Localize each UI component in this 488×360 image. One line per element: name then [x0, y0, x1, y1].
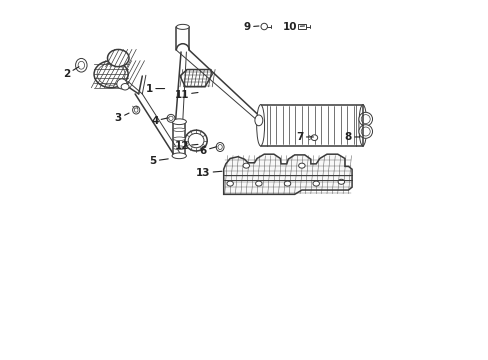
Text: 8: 8 [344, 132, 359, 142]
Text: 12: 12 [174, 141, 198, 151]
Ellipse shape [107, 49, 129, 67]
Ellipse shape [167, 114, 175, 122]
Ellipse shape [94, 61, 128, 87]
Ellipse shape [312, 181, 319, 186]
Text: 10: 10 [283, 22, 304, 32]
Ellipse shape [132, 106, 140, 114]
Ellipse shape [226, 181, 233, 186]
Text: 11: 11 [174, 90, 198, 100]
Ellipse shape [173, 137, 185, 140]
Polygon shape [298, 24, 305, 30]
Ellipse shape [78, 61, 84, 69]
Ellipse shape [184, 130, 207, 151]
Text: 2: 2 [63, 67, 79, 79]
Text: 5: 5 [149, 156, 168, 166]
Ellipse shape [117, 79, 126, 89]
Text: 4: 4 [151, 116, 168, 126]
Ellipse shape [284, 181, 290, 186]
Ellipse shape [298, 163, 305, 168]
Ellipse shape [361, 114, 369, 123]
Ellipse shape [243, 163, 249, 168]
Ellipse shape [256, 105, 264, 146]
Polygon shape [223, 154, 351, 194]
Ellipse shape [254, 115, 262, 126]
Ellipse shape [188, 134, 203, 148]
Ellipse shape [337, 179, 344, 184]
Ellipse shape [172, 119, 186, 125]
Ellipse shape [97, 63, 125, 85]
Text: 9: 9 [244, 22, 259, 32]
Ellipse shape [76, 58, 87, 72]
Ellipse shape [358, 105, 366, 146]
Ellipse shape [168, 116, 173, 121]
Ellipse shape [134, 108, 138, 112]
Ellipse shape [261, 23, 267, 30]
Ellipse shape [255, 181, 262, 186]
Ellipse shape [310, 135, 317, 140]
Ellipse shape [173, 128, 185, 132]
Ellipse shape [172, 153, 186, 159]
Text: 7: 7 [296, 132, 313, 142]
Ellipse shape [121, 84, 129, 90]
Ellipse shape [358, 125, 372, 138]
Ellipse shape [176, 24, 189, 30]
Ellipse shape [218, 144, 222, 149]
Text: 6: 6 [199, 145, 216, 156]
Ellipse shape [216, 143, 224, 152]
Ellipse shape [173, 146, 185, 149]
Polygon shape [260, 105, 362, 146]
Polygon shape [180, 69, 212, 87]
Ellipse shape [361, 127, 369, 136]
Text: 1: 1 [145, 84, 164, 94]
Ellipse shape [358, 112, 372, 126]
Text: 3: 3 [114, 113, 129, 123]
Text: 13: 13 [196, 168, 222, 178]
